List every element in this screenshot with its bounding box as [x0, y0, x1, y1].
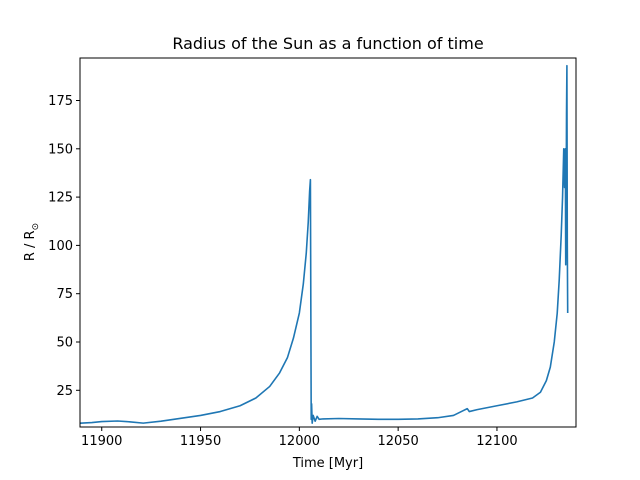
x-tick-label: 12050 [377, 434, 418, 449]
y-axis-ticks: 25 50 75 100 125 150 175 [48, 94, 80, 399]
plot-area [79, 57, 577, 428]
x-tick-label: 11900 [81, 434, 122, 449]
y-tick-label: 25 [56, 384, 73, 399]
x-axis-ticks: 11900 11950 12000 12050 12100 [81, 427, 518, 449]
y-tick-label: 100 [48, 239, 73, 254]
y-axis-label: R / R⊙ [23, 223, 41, 261]
axes-frame [79, 57, 577, 428]
series-layer [79, 64, 569, 424]
chart-title: Radius of the Sun as a function of time [172, 34, 483, 53]
y-axis-label-main: R / R [23, 230, 38, 261]
y-axis-label-subscript: ⊙ [31, 223, 41, 231]
x-axis-label: Time [Myr] [292, 456, 363, 471]
y-tick-label: 175 [48, 94, 73, 109]
x-tick-label: 12000 [279, 434, 320, 449]
y-tick-label: 75 [56, 287, 73, 302]
y-tick-label: 50 [56, 335, 73, 350]
y-tick-label: 125 [48, 191, 73, 206]
y-tick-label: 150 [48, 142, 73, 157]
x-tick-label: 12100 [476, 434, 517, 449]
x-tick-label: 11950 [180, 434, 221, 449]
radius-series-line-0 [79, 64, 569, 424]
